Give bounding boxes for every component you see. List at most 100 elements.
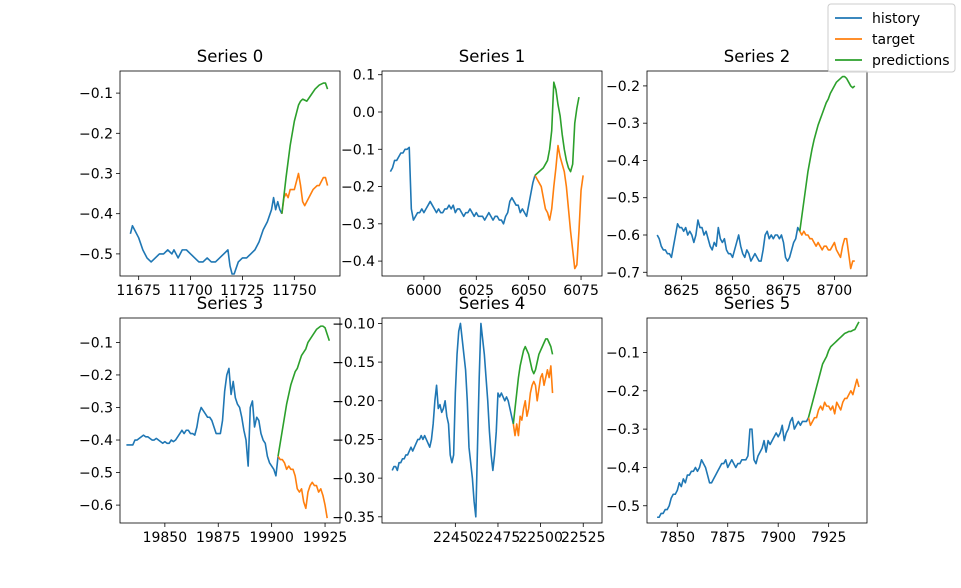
series-line-target [277,455,328,519]
y-tick-label: −0.30 [332,471,375,487]
x-tick-label: 7925 [811,530,847,546]
subplot-title: Series 5 [724,294,790,313]
x-tick-label: 11750 [272,283,317,299]
y-tick-label: −0.5 [606,499,640,515]
x-tick-label: 8700 [817,283,853,299]
figure-legend: history target predictions [827,3,956,73]
x-tick-label: 19850 [143,530,188,546]
y-tick-label: −0.7 [606,265,640,281]
legend-label-history: history [872,11,920,27]
y-tick-label: −0.6 [606,228,640,244]
subplot-title: Series 1 [459,47,525,66]
y-tick-label: −0.3 [79,400,113,416]
x-tick-label: 7850 [659,530,695,546]
subplot-title: Series 3 [197,294,263,313]
series-line-history [656,219,801,262]
x-tick-label: 8650 [715,283,751,299]
series-line-target [281,172,329,214]
y-tick-label: −0.2 [606,384,640,400]
subplot-title: Series 2 [724,47,790,66]
x-tick-label: 19900 [249,530,294,546]
x-tick-label: 6025 [458,283,494,299]
series-line-history [657,416,810,519]
y-tick-label: −0.1 [606,345,640,361]
x-tick-label: 11725 [220,283,265,299]
series-line-target [512,365,554,437]
series-line-target [807,378,860,427]
y-tick-label: −0.2 [606,79,640,95]
subplot-1: 6000 6025 6050 6075 −0.4 −0.3 −0.2 −0.1 0.0 0.1 Se… [341,47,603,299]
x-tick-label: 8675 [766,283,802,299]
y-tick-label: −0.2 [341,180,375,196]
legend-label-target: target [872,32,915,48]
legend-label-predictions: predictions [872,53,950,69]
x-tick-label: 11675 [116,283,161,299]
x-tick-label: 19925 [303,530,348,546]
y-tick-label: −0.4 [606,153,640,169]
y-tick-label: −0.3 [606,116,640,132]
y-tick-label: −0.3 [79,167,113,183]
y-tick-label: −0.4 [79,433,113,449]
y-tick-label: −0.2 [79,368,113,384]
y-tick-label: −0.1 [341,142,375,158]
x-tick-label: 22525 [561,530,606,546]
series-line-history [126,367,279,477]
y-tick-label: −0.3 [606,422,640,438]
y-tick-label: −0.4 [606,460,640,476]
series-line-history [389,146,536,225]
y-tick-label: −0.15 [332,355,375,371]
y-tick-label: −0.6 [79,498,113,514]
series-line-predictions [512,338,554,425]
x-tick-label: 6000 [406,283,442,299]
subplot-0: 11675 11700 11725 11750 −0.5 −0.4 −0.3 −0.2 −0.1… [79,47,341,299]
x-tick-label: 8625 [664,283,700,299]
x-tick-label: 6075 [563,283,599,299]
series-line-history [129,196,283,275]
axes-frame [119,317,341,524]
x-tick-label: 19875 [196,530,241,546]
series-line-target [534,144,584,270]
subplot-title: Series 4 [459,294,525,313]
subplot-title: Series 0 [197,47,263,66]
y-tick-label: −0.20 [332,394,375,410]
axes-frame [381,70,603,277]
series-line-predictions [534,81,580,176]
series-line-predictions [807,321,860,418]
legend-box [827,3,956,73]
y-tick-label: −0.10 [332,316,375,332]
y-tick-label: −0.1 [79,335,113,351]
axes-frame [381,317,603,524]
x-tick-label: 7900 [760,530,796,546]
y-tick-label: −0.4 [79,207,113,223]
series-line-history [391,322,515,518]
axes-frame [646,317,868,524]
x-tick-label: 6050 [511,283,547,299]
x-tick-label: 7875 [710,530,746,546]
x-tick-label: 22450 [433,530,478,546]
subplot-5: 7850 7875 7900 7925 −0.5 −0.4 −0.3 −0.2 −0.1 Seri… [606,294,868,546]
series-line-predictions [281,82,329,214]
axes-frame [646,70,868,277]
y-tick-label: −0.5 [606,191,640,207]
y-tick-label: −0.1 [79,86,113,102]
y-tick-label: −0.2 [79,126,113,142]
y-tick-label: 0.0 [353,105,375,121]
y-tick-label: 0.1 [353,68,375,84]
series-line-target [799,230,855,270]
x-tick-label: 22500 [518,530,563,546]
y-tick-label: −0.4 [341,254,375,270]
series-line-predictions [277,325,331,457]
y-tick-label: −0.3 [341,217,375,233]
y-tick-label: −0.35 [332,510,375,526]
x-tick-label: 11700 [168,283,213,299]
subplot-grid: 11675 11700 11725 11750 −0.5 −0.4 −0.3 −0.2 −0.1… [79,47,868,546]
y-tick-label: −0.25 [332,432,375,448]
x-tick-label: 22475 [476,530,521,546]
y-tick-label: −0.5 [79,247,113,263]
subplot-2: 8625 8650 8675 8700 −0.7 −0.6 −0.5 −0.4 −0.3 −0.2… [606,47,868,299]
series-line-predictions [798,75,856,232]
y-tick-label: −0.5 [79,466,113,482]
